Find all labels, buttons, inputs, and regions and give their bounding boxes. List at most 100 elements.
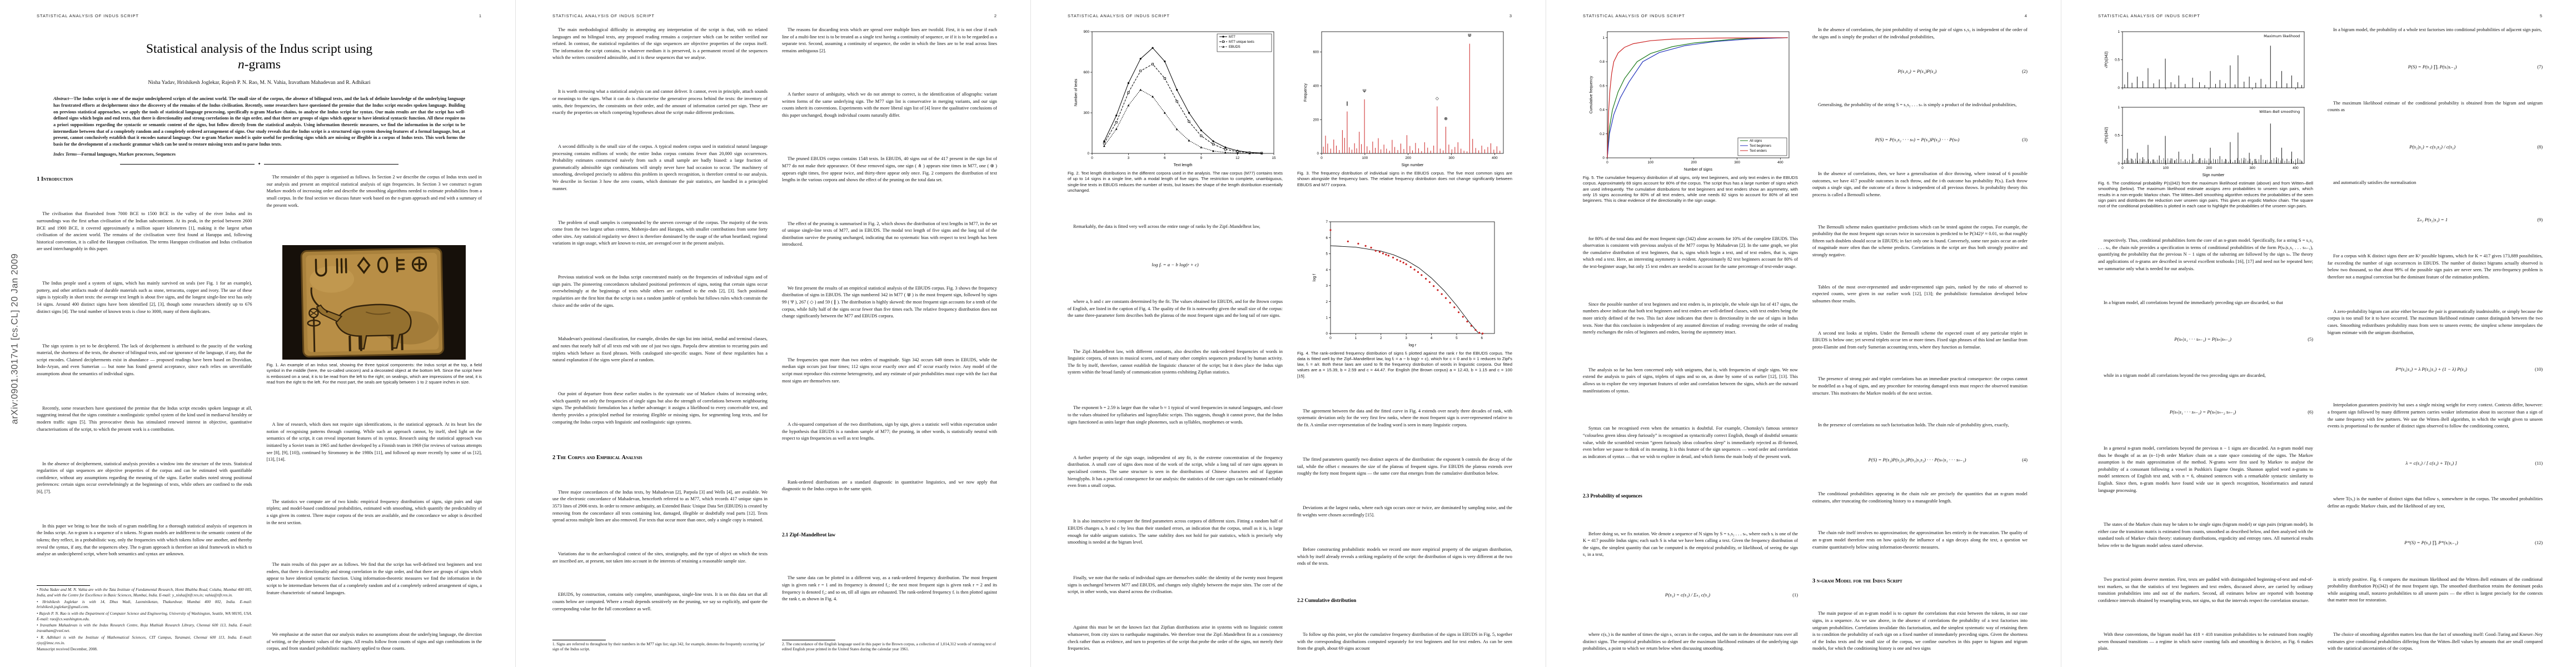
svg-text:0: 0 <box>1329 336 1332 340</box>
svg-text:Number of signs: Number of signs <box>1684 168 1712 172</box>
paragraph: The fitted parameters quantify two disti… <box>1297 457 1512 476</box>
equation-5: P(sₙ|s₁ · · · sₙ₋₁) = P(sₙ|sₙ₋₁) (5) <box>2174 336 2313 342</box>
fig5-plot: 0 100 200 300 400 0 0.2 0.4 0.6 0.8 1 Number of sig… <box>1590 31 1789 172</box>
paragraph: Interpolation guarantees positivity but … <box>2328 402 2543 429</box>
page4-left-column: 0 100 200 300 400 0 0.2 0.4 0.6 0.8 1 Number of sig… <box>1583 27 1798 653</box>
manuscript-note: Manuscript received December, 2008. <box>37 647 98 652</box>
paragraph: With these conventions, the bigram model… <box>2098 632 2313 651</box>
paragraph: Mahadevan's positional classification, f… <box>552 336 768 363</box>
footnote-text: 2. The concordance of the English langua… <box>782 641 996 652</box>
equation-12: P*(S) = P(s₁) ∏ᵢ P*(sᵢ|sᵢ₋₁) (12) <box>2404 540 2543 546</box>
paragraph: • Iravatham Mahadevan is with the Indus … <box>37 623 252 634</box>
equation-4: P(S) = P(s₁)P(s₂|s₁)P(s₃|s₁s₂) · · · P(s… <box>1868 457 2027 463</box>
paragraph: The pruned EBUDS corpus contains 1548 te… <box>782 156 997 183</box>
svg-text:3: 3 <box>1326 284 1328 288</box>
figure-4: 0 1 2 3 4 5 6 0 1 2 3 4 5 6 7 log r log f Fig. 4. The ra… <box>1297 217 1512 381</box>
paragraph: EBUDS, by construction, contains only co… <box>552 592 768 611</box>
paragraph: Before doing so, we fix notation. We den… <box>1583 531 1798 558</box>
abstract: Abstract—The Indus script is one of the … <box>53 96 465 147</box>
running-header: STATISTICAL ANALYSIS OF INDUS SCRIPT 3 <box>1068 13 1512 18</box>
indus-script-signs-icon <box>315 256 427 277</box>
svg-text:15: 15 <box>1272 156 1276 160</box>
svg-text:0: 0 <box>1087 152 1089 156</box>
svg-text:100: 100 <box>2163 166 2169 170</box>
paper-title: Statistical analysis of the Indus script… <box>146 42 373 72</box>
paragraph: Three major concordances of the Indus te… <box>552 489 768 523</box>
paragraph: It is also instructive to compare the fi… <box>1068 519 1283 545</box>
footnote-rule <box>37 585 90 586</box>
equation-9: Σₛ₂ P(s₂|s₁) = 1 (9) <box>2417 217 2543 223</box>
paragraph: The sign system is yet to be deciphered.… <box>37 343 252 376</box>
paragraph: Our point of departure from these earlie… <box>552 391 768 425</box>
paragraph: Before constructing probabilistic models… <box>1297 547 1512 566</box>
paragraph: A zero-probability bigram can arise eith… <box>2328 308 2543 335</box>
paragraph: For a corpus with K distinct signs there… <box>2328 253 2543 280</box>
page2-left-column: The main methodological difficulty in at… <box>552 27 768 653</box>
paragraph: The main purpose of an n-gram model is t… <box>1812 611 2027 651</box>
fig3-caption: Fig. 3. The frequency distribution of in… <box>1297 171 1512 187</box>
paragraph: In a bigram model, all correlations beyo… <box>2104 300 2283 305</box>
paragraph: Since the possible number of text beginn… <box>1583 301 1798 335</box>
paragraph: We first present the results of an empir… <box>782 285 997 319</box>
svg-text:Sign number: Sign number <box>1401 163 1423 167</box>
index-terms: Index Terms—Formal languages, Markov pro… <box>53 151 176 157</box>
svg-text:Text enders: Text enders <box>1750 150 1767 153</box>
page-number: 1 <box>479 13 482 18</box>
svg-text:4: 4 <box>1326 268 1328 272</box>
fig4-caption: Fig. 4. The rank-ordered frequency distr… <box>1297 350 1512 379</box>
svg-text:Text beginners: Text beginners <box>1750 145 1771 148</box>
paragraph: respectively. Thus, conditional probabil… <box>2098 238 2313 271</box>
fig6-top-plot: 0 0.5 1 √P(s|342) Maximum likelihood <box>2104 30 2304 90</box>
page-5: STATISTICAL ANALYSIS OF INDUS SCRIPT 5 0… <box>2061 0 2576 667</box>
svg-text:0: 0 <box>2117 162 2120 166</box>
paragraph: A further source of ambiguity, which we … <box>782 92 997 118</box>
svg-text:0: 0 <box>2117 86 2120 90</box>
svg-text:0: 0 <box>1321 156 1323 160</box>
svg-text:Number of texts: Number of texts <box>1074 78 1078 106</box>
page-2: STATISTICAL ANALYSIS OF INDUS SCRIPT 2 T… <box>515 0 1030 667</box>
svg-text:300: 300 <box>1083 111 1089 115</box>
section-heading-introduction: 1 Introduction <box>37 176 73 183</box>
fig2-plot: 0 3 6 9 12 15 0 300 600 900 Text length Number of t… <box>1074 30 1276 167</box>
paragraph: Previous statistical work on the Indus s… <box>552 275 768 308</box>
paragraph: Deviations at the largest ranks, where e… <box>1297 505 1512 518</box>
fig2-caption: Fig. 2. Text length distributions in the… <box>1068 171 1283 193</box>
authors: Nisha Yadav, Hrishikesh Joglekar, Rajesh… <box>148 80 371 86</box>
equation-1: P(s₁) = c(s₁) / Σₛ₁ c(s₁) (1) <box>1665 592 1798 598</box>
svg-text:400: 400 <box>1777 161 1783 165</box>
running-title: STATISTICAL ANALYSIS OF INDUS SCRIPT <box>552 13 655 18</box>
paragraph: A line of research, which does not requi… <box>266 422 482 462</box>
svg-text:0: 0 <box>1317 152 1319 156</box>
paragraph: The main methodological difficulty in at… <box>552 27 768 61</box>
svg-text:7: 7 <box>1326 220 1328 224</box>
running-title: STATISTICAL ANALYSIS OF INDUS SCRIPT <box>1068 13 1170 18</box>
equation-11: λ = c(s₁) / [ c(s₁) + T(s₁) ] (11) <box>2405 460 2543 466</box>
svg-text:300: 300 <box>2249 166 2255 170</box>
running-header: STATISTICAL ANALYSIS OF INDUS SCRIPT 4 <box>1583 13 2027 18</box>
svg-text:0: 0 <box>1602 156 1605 160</box>
page-number: 5 <box>2539 13 2543 18</box>
svg-text:0.6: 0.6 <box>1600 84 1605 88</box>
arxiv-watermark: arXiv:0901.3017v1 [cs.CL] 20 Jan 2009 <box>9 253 20 425</box>
paragraph: • Rajesh P. N. Rao is with the Departmen… <box>37 611 252 621</box>
paragraph: Generalising, the probability of the str… <box>1818 102 2017 108</box>
paragraph: Tables of the most over-represented and … <box>1812 284 2027 303</box>
paragraph: Two practical points deserve mention. Fi… <box>2098 577 2313 603</box>
title-separator: ✦ <box>120 162 398 166</box>
running-title: STATISTICAL ANALYSIS OF INDUS SCRIPT <box>1583 13 1685 18</box>
paragraph: The chain rule itself involves no approx… <box>1812 530 2027 550</box>
equation-6: P(sₙ|s₁ · · · sₙ₋₁) = P(sₙ|sₙ₋₂ sₙ₋₁) (6… <box>2169 409 2313 415</box>
svg-text:1: 1 <box>1326 316 1328 320</box>
svg-text:◇: ◇ <box>1435 96 1439 101</box>
page5-left-column: 0 0.5 1 √P(s|342) Maximum likelihood 0 100 200… <box>2098 27 2313 653</box>
svg-text:400: 400 <box>1313 84 1319 88</box>
paragraph: Against this must be set the known fact … <box>1068 625 1283 651</box>
footnote-2: 2. The concordance of the English langua… <box>782 639 997 653</box>
paragraph: In a bigram model, the probability of a … <box>2333 27 2542 32</box>
svg-text:1: 1 <box>1602 36 1605 40</box>
ritual-standard-icon <box>307 308 321 352</box>
subsection-heading-probability: 2.3 Probability of sequences <box>1583 493 1642 499</box>
paragraph: The frequencies span more than two order… <box>782 357 997 384</box>
paragraph: The exponent b = 2.59 is larger than the… <box>1068 405 1283 425</box>
footnote-text: 1. Signs are referred to throughout by t… <box>552 641 765 652</box>
